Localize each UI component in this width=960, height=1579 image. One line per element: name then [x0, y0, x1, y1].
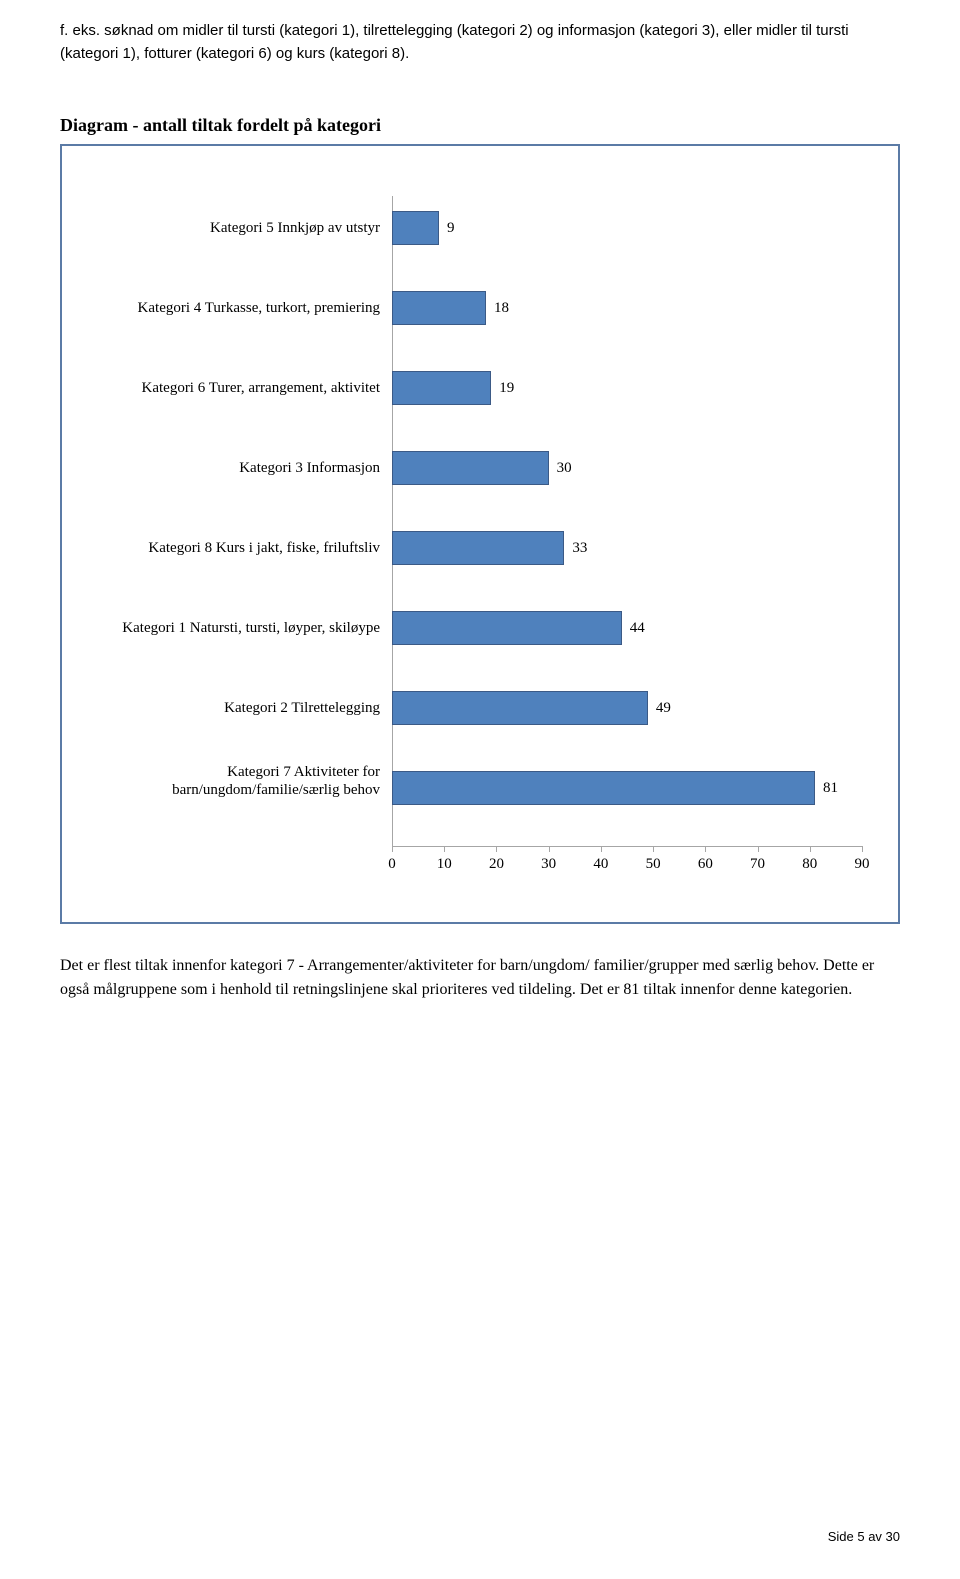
bar-category-label: Kategori 3 Informasjon — [82, 459, 388, 477]
chart-frame: 0 10 20 30 40 50 60 70 80 90 Kategori 5 Innkjøp av… — [60, 144, 900, 924]
x-tick-mark — [653, 846, 654, 852]
bar-wrap: 18 — [392, 291, 509, 325]
x-tick-mark — [758, 846, 759, 852]
bar-value-label: 33 — [572, 540, 587, 557]
bar — [392, 371, 491, 405]
bar-category-label: Kategori 1 Natursti, tursti, løyper, ski… — [82, 619, 388, 637]
bar-value-label: 44 — [630, 620, 645, 637]
intro-paragraph: f. eks. søknad om midler til tursti (kat… — [60, 20, 900, 65]
bar — [392, 771, 815, 805]
bar-wrap: 19 — [392, 371, 514, 405]
x-tick-mark — [862, 846, 863, 852]
bar-category-label: Kategori 6 Turer, arrangement, aktivitet — [82, 379, 388, 397]
bar-value-label: 9 — [447, 220, 455, 237]
bar-category-label: Kategori 7 Aktiviteter for barn/ungdom/f… — [82, 763, 388, 799]
x-tick-label: 0 — [388, 856, 396, 873]
x-tick-label: 50 — [646, 856, 661, 873]
bar — [392, 691, 648, 725]
x-tick-mark — [392, 846, 393, 852]
chart-plot-area: 0 10 20 30 40 50 60 70 80 90 Kategori 5 Innkjøp av… — [82, 186, 878, 902]
x-tick-label: 70 — [750, 856, 765, 873]
conclusion-paragraph: Det er flest tiltak innenfor kategori 7 … — [60, 954, 900, 1002]
bar-value-label: 19 — [499, 380, 514, 397]
x-tick-label: 80 — [802, 856, 817, 873]
bar-category-label: Kategori 8 Kurs i jakt, fiske, friluftsl… — [82, 539, 388, 557]
bar — [392, 211, 439, 245]
bar-wrap: 81 — [392, 771, 838, 805]
bar-wrap: 30 — [392, 451, 572, 485]
chart-title: Diagram - antall tiltak fordelt på kateg… — [60, 115, 900, 136]
bar-wrap: 9 — [392, 211, 455, 245]
x-tick-mark — [810, 846, 811, 852]
bar-wrap: 33 — [392, 531, 587, 565]
x-tick-label: 20 — [489, 856, 504, 873]
bar-category-label: Kategori 2 Tilrettelegging — [82, 699, 388, 717]
x-tick-mark — [705, 846, 706, 852]
x-tick-mark — [601, 846, 602, 852]
bar-wrap: 49 — [392, 691, 671, 725]
x-tick-label: 90 — [855, 856, 870, 873]
bar-value-label: 49 — [656, 700, 671, 717]
x-axis-line — [392, 846, 862, 847]
x-tick-mark — [444, 846, 445, 852]
x-tick-label: 40 — [593, 856, 608, 873]
x-tick-mark — [549, 846, 550, 852]
bar-category-label: Kategori 5 Innkjøp av utstyr — [82, 219, 388, 237]
bar-value-label: 18 — [494, 300, 509, 317]
bar — [392, 531, 564, 565]
x-tick-label: 60 — [698, 856, 713, 873]
bar-category-label: Kategori 4 Turkasse, turkort, premiering — [82, 299, 388, 317]
page-footer: Side 5 av 30 — [828, 1529, 900, 1544]
bar-value-label: 81 — [823, 780, 838, 797]
x-tick-label: 10 — [437, 856, 452, 873]
bar — [392, 451, 549, 485]
bar — [392, 611, 622, 645]
x-tick-label: 30 — [541, 856, 556, 873]
bar-value-label: 30 — [557, 460, 572, 477]
bar — [392, 291, 486, 325]
bar-wrap: 44 — [392, 611, 645, 645]
x-tick-mark — [496, 846, 497, 852]
